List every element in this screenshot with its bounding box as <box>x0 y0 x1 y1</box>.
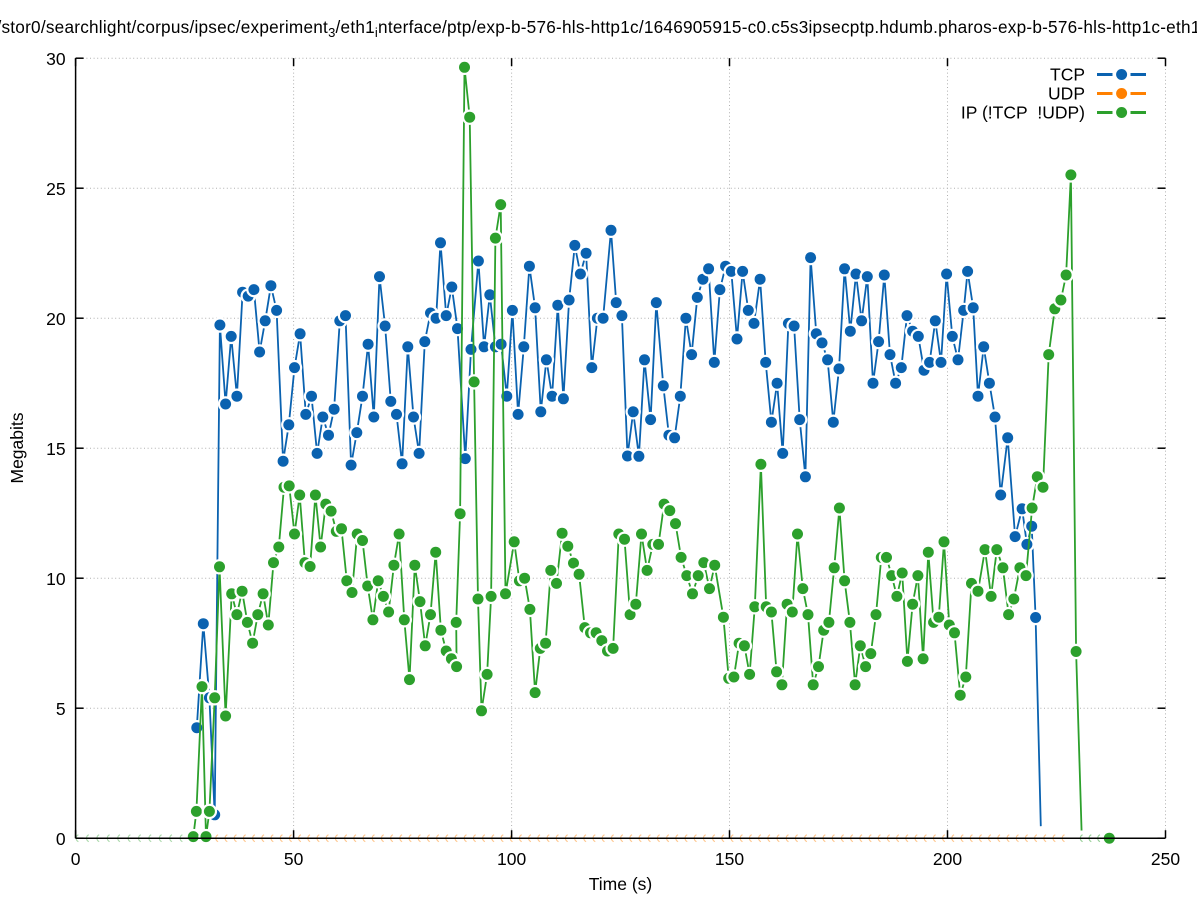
svg-text:200: 200 <box>933 849 962 869</box>
svg-text:IP (!TCP !UDP): IP (!TCP !UDP) <box>961 103 1085 123</box>
svg-text:30: 30 <box>46 49 66 69</box>
svg-text:50: 50 <box>284 849 304 869</box>
svg-text:15: 15 <box>46 439 65 459</box>
svg-text:20: 20 <box>46 309 66 329</box>
svg-text:150: 150 <box>715 849 744 869</box>
svg-text:250: 250 <box>1151 849 1180 869</box>
svg-text:100: 100 <box>497 849 526 869</box>
svg-text:Megabits: Megabits <box>7 412 27 483</box>
svg-text:0: 0 <box>56 829 66 849</box>
svg-text:0: 0 <box>71 849 81 869</box>
svg-text:10: 10 <box>46 569 66 589</box>
svg-text:UDP: UDP <box>1048 84 1085 104</box>
svg-text:Time (s): Time (s) <box>589 874 653 894</box>
svg-text:25: 25 <box>46 179 65 199</box>
svg-text:TCP: TCP <box>1050 65 1085 85</box>
svg-text:/stor0/searchlight/corpus/ipse: /stor0/searchlight/corpus/ipsec/experime… <box>0 17 1197 40</box>
svg-text:5: 5 <box>56 699 66 719</box>
